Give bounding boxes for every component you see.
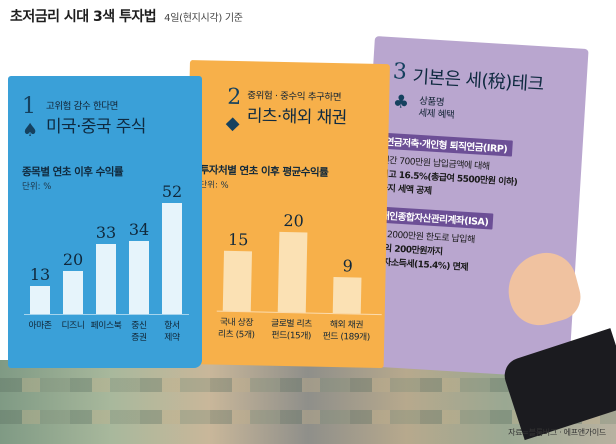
label-benefit: 세제 혜택 [418,107,455,121]
category-label: 아마존 [22,320,58,332]
panel-risk: 고위험 감수 한다면 [46,101,118,112]
category-label-line: 펀드(15개) [271,330,312,342]
bar-value-label: 34 [128,220,150,240]
bar-value-label: 13 [29,265,51,285]
panel-heading: 기본은 세(稅)테크 [411,66,545,96]
bar-5 [162,203,182,314]
bar-value-label: 33 [95,222,117,242]
panel-heading: 미국·중국 주식 [46,117,146,137]
section-title: 개인종합자산관리계좌(ISA) [375,206,494,230]
category-label-line: 증권 [131,333,147,343]
club-icon: ♣ [392,91,410,114]
bar-3 [96,243,116,314]
bar-2 [63,271,83,314]
panel-number: 1 [22,94,36,119]
baseline [24,314,189,315]
bar-2 [277,231,308,313]
spade-icon: ♠ [22,120,39,141]
bar-1 [30,286,50,314]
bar-value-label: 52 [161,182,183,202]
panel-us-china-stocks: 1 ♠ 고위험 감수 한다면 미국·중국 주식 종목별 연초 이후 수익률 단위… [8,76,202,368]
category-label-line: 항서 [164,321,180,331]
money-band [0,378,616,392]
bar-4 [129,241,149,314]
category-label-line: 페이스북 [90,321,122,331]
category-label: 디즈니 [55,320,91,332]
section-line: 이자소득세(15.4%) 면제 [374,257,469,274]
chart-title: 종목별 연초 이후 수익률 [22,166,124,178]
category-label-line: 펀드 (189개) [322,331,370,343]
panel-reits-bonds: 2 ◆ 중위험 · 중수익 추구하면 리츠·해외 채권 투자처별 연초 이후 평… [183,60,390,369]
category-label-line: 중신 [131,321,147,331]
panel-heading: 리츠·해외 채권 [246,106,347,129]
category-label-line: 제약 [164,333,180,343]
category-label: 해외 채권 펀드 (189개) [318,319,374,344]
panel-tax-tech: 3 기본은 세(稅)테크 ♣ 상품명 세제 혜택 연금저축·개인형 퇴직연금(I… [354,36,589,379]
bar-1 [222,250,253,312]
category-label: 글로벌 리츠 펀드(15개) [263,318,319,343]
bar-3 [332,277,362,314]
panel-number: 2 [226,84,242,111]
chart-unit: 단위: % [22,182,52,192]
category-label-line: 아마존 [28,321,52,331]
panel-number: 3 [392,59,408,85]
category-label: 페이스북 [88,320,124,332]
money-band [0,410,616,424]
bar-value-label: 20 [62,250,84,270]
category-label-line: 디즈니 [61,321,85,331]
category-label-line: 리츠 (5개) [217,329,255,341]
bar-value-label: 15 [227,229,249,250]
page-subtitle: 4일(현지시각) 기준 [164,13,243,24]
category-label: 국내 상장 리츠 (5개) [208,316,264,341]
source-note: 자료=블룸버그 · 에프앤가이드 [508,428,606,437]
chart-title: 투자처별 연초 이후 평균수익률 [199,164,329,179]
page-title: 초저금리 시대 3색 투자법 [10,9,157,25]
bar-value-label: 20 [283,210,305,231]
chart-unit: 단위: % [199,180,229,191]
bar-value-label: 9 [342,256,354,276]
diamond-icon: ◆ [225,112,240,135]
header: 초저금리 시대 3색 투자법 4일(현지시각) 기준 [10,6,243,28]
